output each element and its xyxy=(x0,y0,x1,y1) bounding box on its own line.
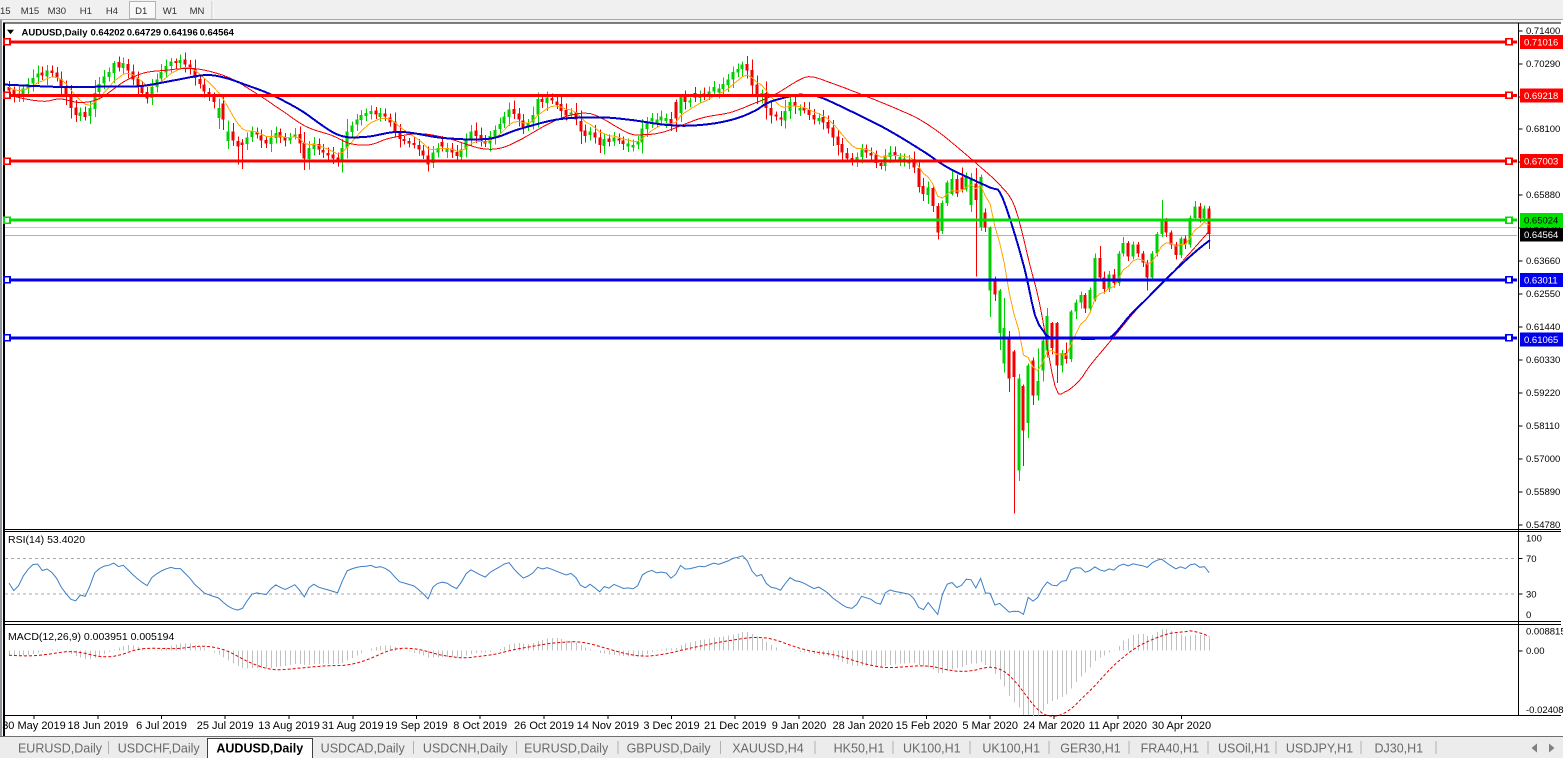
svg-text:W1: W1 xyxy=(163,6,177,17)
svg-text:MN: MN xyxy=(190,6,205,17)
svg-text:0.60330: 0.60330 xyxy=(1526,355,1560,366)
svg-text:5 Mar 2020: 5 Mar 2020 xyxy=(962,720,1018,732)
svg-text:0.67003: 0.67003 xyxy=(1524,157,1558,168)
svg-text:0.70290: 0.70290 xyxy=(1526,59,1560,70)
svg-text:USDCAD,Daily: USDCAD,Daily xyxy=(321,742,406,756)
svg-text:USDJPY,H1: USDJPY,H1 xyxy=(1286,742,1353,756)
svg-text:D1: D1 xyxy=(135,6,147,17)
svg-text:3 Dec 2019: 3 Dec 2019 xyxy=(643,720,699,732)
svg-text:M15: M15 xyxy=(21,6,39,17)
svg-text:MACD(12,26,9) 0.003951 0.00519: MACD(12,26,9) 0.003951 0.005194 xyxy=(8,631,175,643)
svg-text:100: 100 xyxy=(1526,533,1542,544)
svg-text:30 Apr 2020: 30 Apr 2020 xyxy=(1152,720,1211,732)
svg-text:0: 0 xyxy=(1526,610,1531,621)
svg-text:26 Oct 2019: 26 Oct 2019 xyxy=(514,720,574,732)
svg-text:0.58110: 0.58110 xyxy=(1526,421,1560,432)
svg-text:HK50,H1: HK50,H1 xyxy=(834,742,885,756)
svg-text:0.64564: 0.64564 xyxy=(1524,230,1558,241)
svg-text:0.64202: 0.64202 xyxy=(91,28,125,39)
svg-text:15: 15 xyxy=(0,6,11,17)
svg-text:0.00: 0.00 xyxy=(1526,646,1545,657)
svg-text:0.65880: 0.65880 xyxy=(1526,190,1560,201)
svg-text:0.64196: 0.64196 xyxy=(163,28,197,39)
svg-text:M30: M30 xyxy=(48,6,66,17)
svg-text:14 Nov 2019: 14 Nov 2019 xyxy=(577,720,639,732)
svg-text:0.69218: 0.69218 xyxy=(1524,91,1558,102)
svg-text:6 Jul 2019: 6 Jul 2019 xyxy=(136,720,187,732)
svg-text:0.63011: 0.63011 xyxy=(1524,275,1558,286)
svg-text:RSI(14) 53.4020: RSI(14) 53.4020 xyxy=(8,534,85,546)
svg-text:USDCHF,Daily: USDCHF,Daily xyxy=(118,742,201,756)
svg-text:0.55890: 0.55890 xyxy=(1526,487,1560,498)
svg-text:30 May 2019: 30 May 2019 xyxy=(2,720,66,732)
svg-text:31 Aug 2019: 31 Aug 2019 xyxy=(322,720,384,732)
svg-text:H4: H4 xyxy=(106,6,118,17)
svg-text:25 Jul 2019: 25 Jul 2019 xyxy=(197,720,254,732)
svg-text:-0.024082: -0.024082 xyxy=(1526,705,1563,716)
svg-text:13 Aug 2019: 13 Aug 2019 xyxy=(258,720,320,732)
svg-text:AUDUSD,Daily: AUDUSD,Daily xyxy=(216,742,303,756)
svg-text:0.64729: 0.64729 xyxy=(127,28,161,39)
svg-text:24 Mar 2020: 24 Mar 2020 xyxy=(1023,720,1085,732)
svg-text:0.54780: 0.54780 xyxy=(1526,520,1560,531)
svg-text:AUDUSD,Daily: AUDUSD,Daily xyxy=(22,28,89,39)
svg-text:GER30,H1: GER30,H1 xyxy=(1060,742,1120,756)
svg-text:0.62550: 0.62550 xyxy=(1526,289,1560,300)
svg-text:0.71016: 0.71016 xyxy=(1524,37,1558,48)
svg-text:0.61440: 0.61440 xyxy=(1526,322,1560,333)
svg-text:0.008815: 0.008815 xyxy=(1526,627,1563,638)
svg-text:15 Feb 2020: 15 Feb 2020 xyxy=(896,720,958,732)
svg-text:0.64564: 0.64564 xyxy=(200,28,235,39)
svg-text:UK100,H1: UK100,H1 xyxy=(982,742,1040,756)
svg-text:0.57000: 0.57000 xyxy=(1526,454,1560,465)
svg-text:18 Jun 2019: 18 Jun 2019 xyxy=(68,720,129,732)
svg-text:XAUUSD,H4: XAUUSD,H4 xyxy=(732,742,804,756)
svg-text:DJ30,H1: DJ30,H1 xyxy=(1374,742,1423,756)
svg-text:28 Jan 2020: 28 Jan 2020 xyxy=(833,720,894,732)
svg-text:70: 70 xyxy=(1526,554,1537,565)
svg-text:FRA40,H1: FRA40,H1 xyxy=(1141,742,1199,756)
svg-text:8 Oct 2019: 8 Oct 2019 xyxy=(453,720,507,732)
svg-text:EURUSD,Daily: EURUSD,Daily xyxy=(524,742,609,756)
svg-text:0.71400: 0.71400 xyxy=(1526,26,1560,37)
svg-text:GBPUSD,Daily: GBPUSD,Daily xyxy=(627,742,712,756)
svg-text:11 Apr 2020: 11 Apr 2020 xyxy=(1089,720,1148,732)
svg-text:30: 30 xyxy=(1526,590,1537,601)
svg-text:USDCNH,Daily: USDCNH,Daily xyxy=(423,742,508,756)
svg-text:0.68100: 0.68100 xyxy=(1526,124,1560,135)
svg-text:USOil,H1: USOil,H1 xyxy=(1218,742,1270,756)
svg-text:0.63660: 0.63660 xyxy=(1526,256,1560,267)
svg-text:H1: H1 xyxy=(80,6,92,17)
svg-text:UK100,H1: UK100,H1 xyxy=(903,742,961,756)
svg-text:EURUSD,Daily: EURUSD,Daily xyxy=(18,742,103,756)
svg-text:9 Jan 2020: 9 Jan 2020 xyxy=(772,720,826,732)
svg-text:21 Dec 2019: 21 Dec 2019 xyxy=(704,720,766,732)
svg-text:0.59220: 0.59220 xyxy=(1526,388,1560,399)
svg-text:0.61065: 0.61065 xyxy=(1524,335,1558,346)
svg-text:0.65024: 0.65024 xyxy=(1524,216,1558,227)
svg-text:19 Sep 2019: 19 Sep 2019 xyxy=(385,720,447,732)
